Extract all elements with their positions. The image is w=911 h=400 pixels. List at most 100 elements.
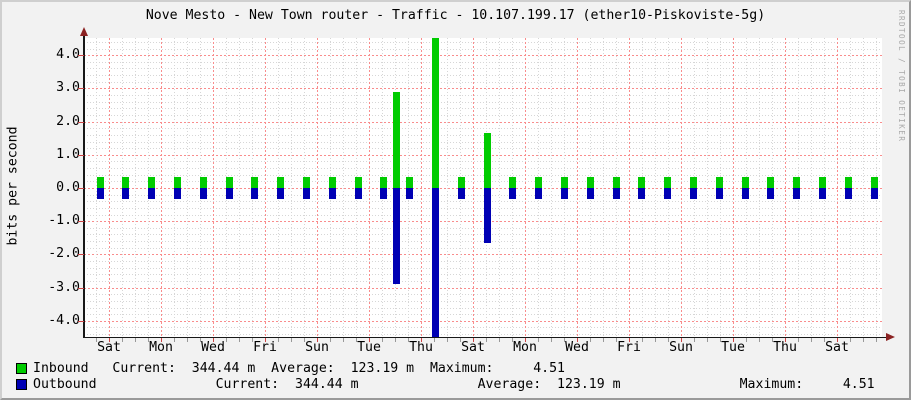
- y-tick-label: 2.0: [56, 113, 80, 129]
- bar-inbound: [380, 176, 388, 188]
- x-tick-mark: [759, 338, 760, 342]
- y-axis-line: [83, 32, 85, 338]
- bar-outbound: [148, 188, 156, 200]
- grid-line-minor-h: [84, 174, 882, 176]
- x-tick-mark: [642, 338, 643, 342]
- bar-outbound: [393, 188, 401, 285]
- grid-line-minor-v: [603, 38, 604, 337]
- bar-inbound: [844, 176, 852, 188]
- grid-line-major-v: [317, 38, 318, 337]
- bar-outbound: [406, 188, 414, 200]
- grid-line-minor-v: [135, 38, 136, 337]
- x-tick-mark: [616, 338, 617, 342]
- x-tick-label: Wed: [201, 340, 225, 355]
- grid-line-minor-h: [84, 168, 882, 170]
- grid-line-minor-h: [84, 68, 882, 70]
- x-tick-mark: [681, 338, 682, 342]
- grid-line-minor-h: [84, 61, 882, 63]
- bar-outbound: [818, 188, 826, 200]
- grid-line-minor-v: [187, 38, 188, 337]
- bar-inbound: [870, 176, 878, 188]
- x-tick-mark: [733, 338, 734, 342]
- grid-line-major-v: [837, 38, 838, 337]
- y-tick-label: 0.0: [56, 180, 80, 195]
- bar-outbound: [96, 188, 104, 200]
- grid-line-major-h: [84, 287, 882, 289]
- bar-inbound: [328, 176, 336, 188]
- x-tick-mark: [590, 338, 591, 342]
- bar-inbound: [96, 176, 104, 188]
- grid-line-minor-h: [84, 141, 882, 143]
- grid-line-major-h: [84, 320, 882, 322]
- grid-line-minor-h: [84, 41, 882, 43]
- grid-line-minor-h: [84, 114, 882, 116]
- bar-inbound: [173, 176, 181, 188]
- bar-outbound: [638, 188, 646, 200]
- grid-line-minor-h: [84, 75, 882, 77]
- grid-line-minor-h: [84, 181, 882, 183]
- x-tick-mark: [772, 338, 773, 342]
- bar-inbound: [277, 176, 285, 188]
- y-tick-mark: [78, 88, 84, 90]
- grid-line-minor-h: [84, 194, 882, 196]
- bar-inbound: [483, 133, 491, 188]
- grid-line-minor-h: [84, 81, 882, 83]
- bar-inbound: [431, 38, 439, 188]
- grid-line-minor-v: [447, 38, 448, 337]
- bar-inbound: [251, 176, 259, 188]
- x-tick-label: Mon: [149, 340, 173, 355]
- grid-line-major-v: [109, 38, 110, 337]
- x-tick-label: Sat: [825, 340, 849, 355]
- bar-inbound: [793, 176, 801, 188]
- x-tick-mark: [278, 338, 279, 342]
- x-tick-mark: [395, 338, 396, 342]
- x-tick-mark: [187, 338, 188, 342]
- grid-line-major-v: [785, 38, 786, 337]
- bar-inbound: [715, 176, 723, 188]
- x-tick-label: Fri: [617, 340, 641, 355]
- bar-outbound: [870, 188, 878, 200]
- x-tick-mark: [486, 338, 487, 342]
- x-tick-mark: [109, 338, 110, 342]
- grid-line-minor-v: [759, 38, 760, 337]
- bar-inbound: [225, 176, 233, 188]
- grid-line-minor-h: [84, 148, 882, 150]
- x-tick-mark: [460, 338, 461, 342]
- x-tick-mark: [577, 338, 578, 342]
- grid-line-minor-v: [707, 38, 708, 337]
- y-tick-label: -3.0: [48, 279, 80, 295]
- bar-inbound: [586, 176, 594, 188]
- x-axis-arrow-icon: [886, 333, 895, 341]
- x-tick-mark: [174, 338, 175, 342]
- x-tick-mark: [356, 338, 357, 342]
- y-tick-label: 3.0: [56, 80, 80, 96]
- grid-line-minor-h: [84, 134, 882, 136]
- grid-line-minor-v: [551, 38, 552, 337]
- x-tick-label: Thu: [773, 340, 797, 355]
- grid-line-major-h: [84, 88, 882, 90]
- x-tick-mark: [148, 338, 149, 342]
- y-tick-mark: [78, 154, 84, 156]
- bar-inbound: [560, 176, 568, 188]
- x-tick-label: Tue: [357, 340, 381, 355]
- x-tick-mark: [837, 338, 838, 342]
- rrdtool-watermark: RRDTOOL / TOBI OETIKER: [897, 10, 906, 143]
- bar-inbound: [393, 91, 401, 188]
- x-tick-mark: [707, 338, 708, 342]
- grid-line-minor-h: [84, 101, 882, 103]
- x-tick-mark: [876, 338, 877, 342]
- bar-inbound: [612, 176, 620, 188]
- grid-line-minor-v: [239, 38, 240, 337]
- x-tick-label: Wed: [565, 340, 589, 355]
- grid-line-major-v: [369, 38, 370, 337]
- y-tick-label: 4.0: [56, 47, 80, 63]
- x-tick-mark: [291, 338, 292, 342]
- grid-line-major-v: [473, 38, 474, 337]
- grid-line-minor-v: [863, 38, 864, 337]
- x-tick-mark: [850, 338, 851, 342]
- x-tick-mark: [525, 338, 526, 342]
- x-tick-label: Sat: [461, 340, 485, 355]
- inbound-legend-swatch: [16, 363, 27, 374]
- grid-line-minor-h: [84, 247, 882, 249]
- bar-outbound: [302, 188, 310, 200]
